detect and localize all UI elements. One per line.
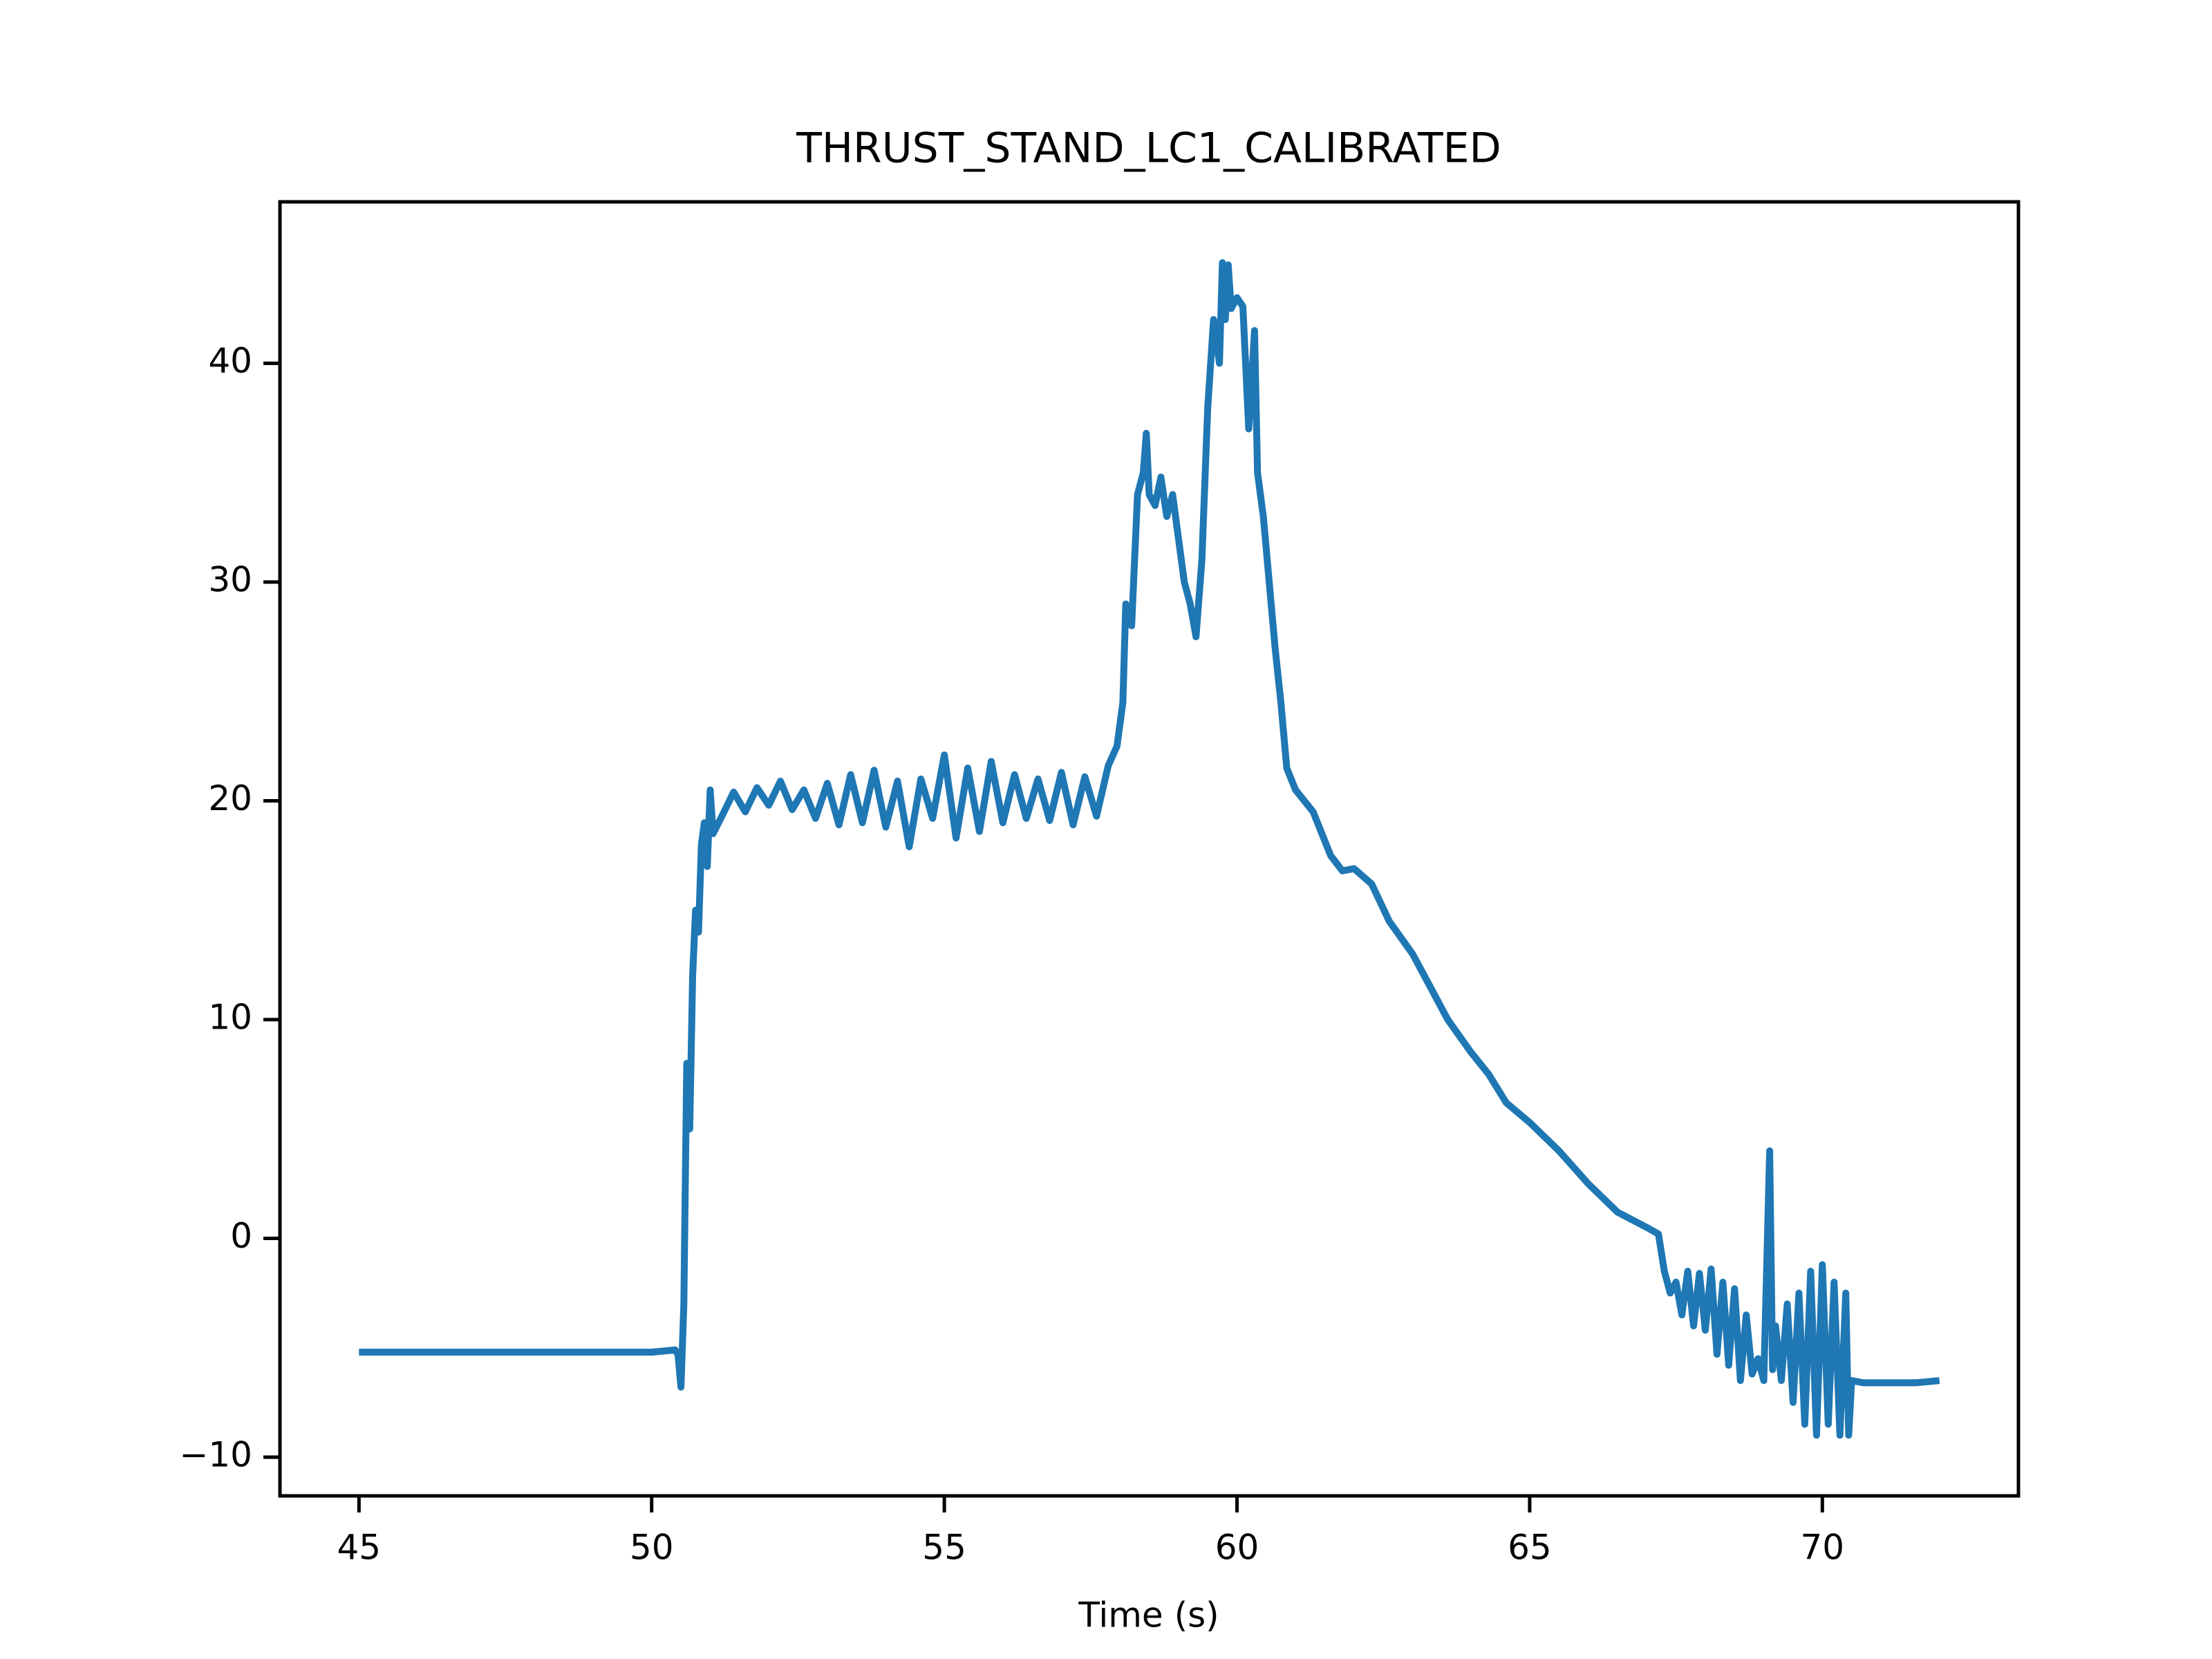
plot-frame	[278, 200, 2021, 1498]
y-tick-label: −10	[179, 1434, 252, 1474]
x-tick-label: 45	[337, 1528, 382, 1568]
y-tick-label: 0	[230, 1216, 252, 1256]
x-axis-label: Time (s)	[1078, 1595, 1219, 1635]
data-line	[359, 259, 1940, 1439]
x-tick-label: 50	[630, 1528, 674, 1568]
chart-title: THRUST_STAND_LC1_CALIBRATED	[796, 124, 1501, 173]
x-tick-label: 70	[1801, 1528, 1845, 1568]
x-tick-label: 55	[922, 1528, 966, 1568]
x-tick-label: 60	[1215, 1528, 1259, 1568]
y-tick-label: 20	[208, 778, 252, 818]
y-tick-label: 30	[208, 560, 252, 600]
y-tick-label: 10	[208, 997, 252, 1038]
x-tick-label: 65	[1508, 1528, 1552, 1568]
y-tick-label: 40	[208, 341, 252, 381]
